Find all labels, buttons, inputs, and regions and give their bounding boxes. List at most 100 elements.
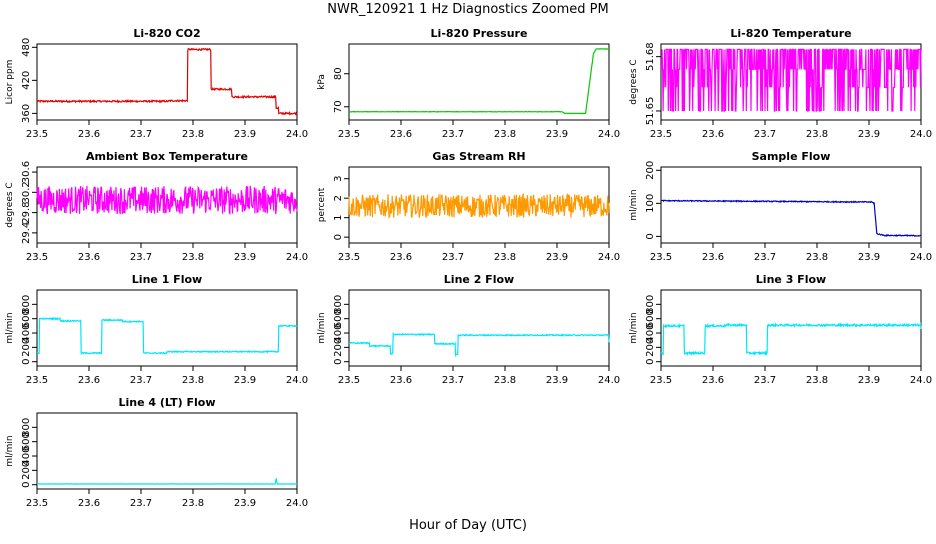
y-axis-label: ml/min bbox=[317, 312, 327, 343]
x-tick-label: 23.8 bbox=[806, 375, 828, 386]
y-tick-label: 400 bbox=[21, 323, 32, 342]
x-tick-label: 24.0 bbox=[286, 498, 308, 509]
chart-rh: Gas Stream RH 23.5 23.6 23.7 23.8 23.9 24.0 0 1 2… bbox=[317, 150, 620, 263]
x-tick-label: 23.7 bbox=[442, 252, 464, 263]
y-tick-label: 3 bbox=[333, 176, 344, 182]
chart-title: Line 2 Flow bbox=[444, 273, 514, 286]
y-tick-label: 0 bbox=[333, 234, 344, 240]
series-line-line4-0 bbox=[36, 478, 298, 485]
x-tick-label: 23.7 bbox=[754, 252, 776, 263]
plot-frame bbox=[348, 289, 610, 367]
chart-pressure: Li-820 Pressure 23.5 23.6 23.7 23.8 23.9 24.0 7… bbox=[317, 27, 620, 140]
x-tick-label: 23.6 bbox=[702, 375, 724, 386]
x-tick-label: 24.0 bbox=[286, 129, 308, 140]
plot-frame bbox=[36, 43, 298, 121]
y-tick-label: 51.68 bbox=[645, 42, 656, 71]
x-tick-label: 24.0 bbox=[286, 375, 308, 386]
y-tick-label: 420 bbox=[21, 71, 32, 90]
x-tick-label: 23.6 bbox=[390, 129, 412, 140]
series-line-pressure-0 bbox=[348, 48, 610, 115]
x-tick-label: 23.7 bbox=[754, 375, 776, 386]
x-tick-label: 24.0 bbox=[910, 375, 932, 386]
series-line-line1-0 bbox=[37, 316, 298, 356]
plot-frame bbox=[36, 166, 298, 244]
y-axis-label: ml/min bbox=[5, 435, 15, 466]
series-line-ambient-0 bbox=[36, 185, 298, 216]
y-tick-label: 0 bbox=[21, 482, 32, 488]
x-tick-label: 23.6 bbox=[78, 498, 100, 509]
y-tick-label: 0 bbox=[645, 233, 656, 239]
chart-title: Li-820 CO2 bbox=[133, 27, 200, 40]
y-tick-label: 200 bbox=[333, 338, 344, 357]
y-tick-label: 400 bbox=[21, 446, 32, 465]
y-axis-label: degrees C bbox=[5, 182, 15, 227]
x-tick-label: 23.5 bbox=[26, 498, 48, 509]
x-tick-label: 23.5 bbox=[650, 375, 672, 386]
x-tick-label: 23.7 bbox=[130, 375, 152, 386]
chart-line4: Line 4 (LT) Flow 23.5 23.6 23.7 23.8 23.9 24.0… bbox=[5, 396, 308, 509]
x-tick-label: 23.8 bbox=[806, 252, 828, 263]
x-tick-label: 23.8 bbox=[182, 129, 204, 140]
y-tick-label: 1 bbox=[333, 214, 344, 220]
y-tick-label: 70 bbox=[333, 100, 344, 113]
series-line-temperature-0 bbox=[660, 48, 922, 112]
x-tick-label: 23.9 bbox=[234, 129, 256, 140]
y-tick-label: 600 bbox=[645, 309, 656, 328]
x-tick-label: 23.9 bbox=[858, 129, 880, 140]
plot-frame bbox=[660, 166, 922, 244]
series-line-rh-0 bbox=[348, 192, 610, 219]
x-tick-label: 23.5 bbox=[338, 129, 360, 140]
page-title: NWR_120921 1 Hz Diagnostics Zoomed PM bbox=[327, 2, 609, 17]
x-tick-label: 23.9 bbox=[234, 498, 256, 509]
chart-temperature: Li-820 Temperature 23.5 23.6 23.7 23.8 23.9 24… bbox=[629, 27, 932, 140]
y-tick-label: 800 bbox=[21, 418, 32, 437]
y-axis-label: kPa bbox=[317, 74, 327, 90]
x-tick-label: 23.5 bbox=[26, 252, 48, 263]
y-axis-label: ml/min bbox=[5, 312, 15, 343]
x-tick-label: 23.9 bbox=[546, 375, 568, 386]
y-tick-label: 80 bbox=[333, 67, 344, 80]
y-tick-label: 200 bbox=[21, 461, 32, 480]
x-tick-label: 24.0 bbox=[598, 252, 620, 263]
x-tick-label: 23.6 bbox=[702, 129, 724, 140]
x-tick-label: 23.9 bbox=[858, 252, 880, 263]
series-line-line2-0 bbox=[348, 331, 610, 358]
chart-line2: Line 2 Flow 23.5 23.6 23.7 23.8 23.9 24.0 0 2004… bbox=[317, 273, 620, 386]
y-axis-label: ml/min bbox=[629, 312, 639, 343]
y-tick-label: 0 bbox=[333, 359, 344, 365]
chart-ambient: Ambient Box Temperature 23.5 23.6 23.7 23.8 2… bbox=[5, 150, 308, 263]
y-axis-label: Licor ppm bbox=[5, 60, 15, 105]
y-tick-label: 400 bbox=[333, 323, 344, 342]
chart-line1: Line 1 Flow 23.5 23.6 23.7 23.8 23.9 24.0 0 2004… bbox=[5, 273, 308, 386]
y-tick-label: 600 bbox=[21, 309, 32, 328]
x-tick-label: 24.0 bbox=[598, 129, 620, 140]
x-tick-label: 23.7 bbox=[130, 498, 152, 509]
x-tick-label: 23.9 bbox=[546, 129, 568, 140]
y-tick-label: 600 bbox=[333, 309, 344, 328]
x-tick-label: 23.7 bbox=[130, 129, 152, 140]
y-axis-label: degrees C bbox=[629, 59, 639, 104]
x-tick-label: 23.8 bbox=[494, 252, 516, 263]
y-axis-label: ml/min bbox=[629, 189, 639, 220]
y-tick-label: 800 bbox=[333, 295, 344, 314]
chart-sample: Sample Flow 23.5 23.6 23.7 23.8 23.9 24.0 0 100 2… bbox=[629, 150, 932, 263]
chart-line3: Line 3 Flow 23.5 23.6 23.7 23.8 23.9 24.0 0 2004… bbox=[629, 273, 932, 386]
x-tick-label: 23.6 bbox=[78, 375, 100, 386]
x-tick-label: 23.5 bbox=[26, 375, 48, 386]
x-tick-label: 23.5 bbox=[338, 375, 360, 386]
y-tick-label: 30.6 bbox=[21, 161, 32, 183]
chart-title: Sample Flow bbox=[752, 150, 831, 163]
x-tick-label: 23.7 bbox=[130, 252, 152, 263]
x-tick-label: 23.8 bbox=[806, 129, 828, 140]
x-tick-label: 23.7 bbox=[754, 129, 776, 140]
x-tick-label: 24.0 bbox=[910, 252, 932, 263]
y-tick-label: 0 bbox=[645, 359, 656, 365]
series-line-line3-0 bbox=[660, 322, 922, 357]
y-tick-label: 800 bbox=[645, 295, 656, 314]
x-tick-label: 23.5 bbox=[338, 252, 360, 263]
x-tick-label: 23.8 bbox=[182, 252, 204, 263]
y-tick-label: 29.8 bbox=[21, 201, 32, 223]
y-tick-label: 100 bbox=[645, 194, 656, 213]
